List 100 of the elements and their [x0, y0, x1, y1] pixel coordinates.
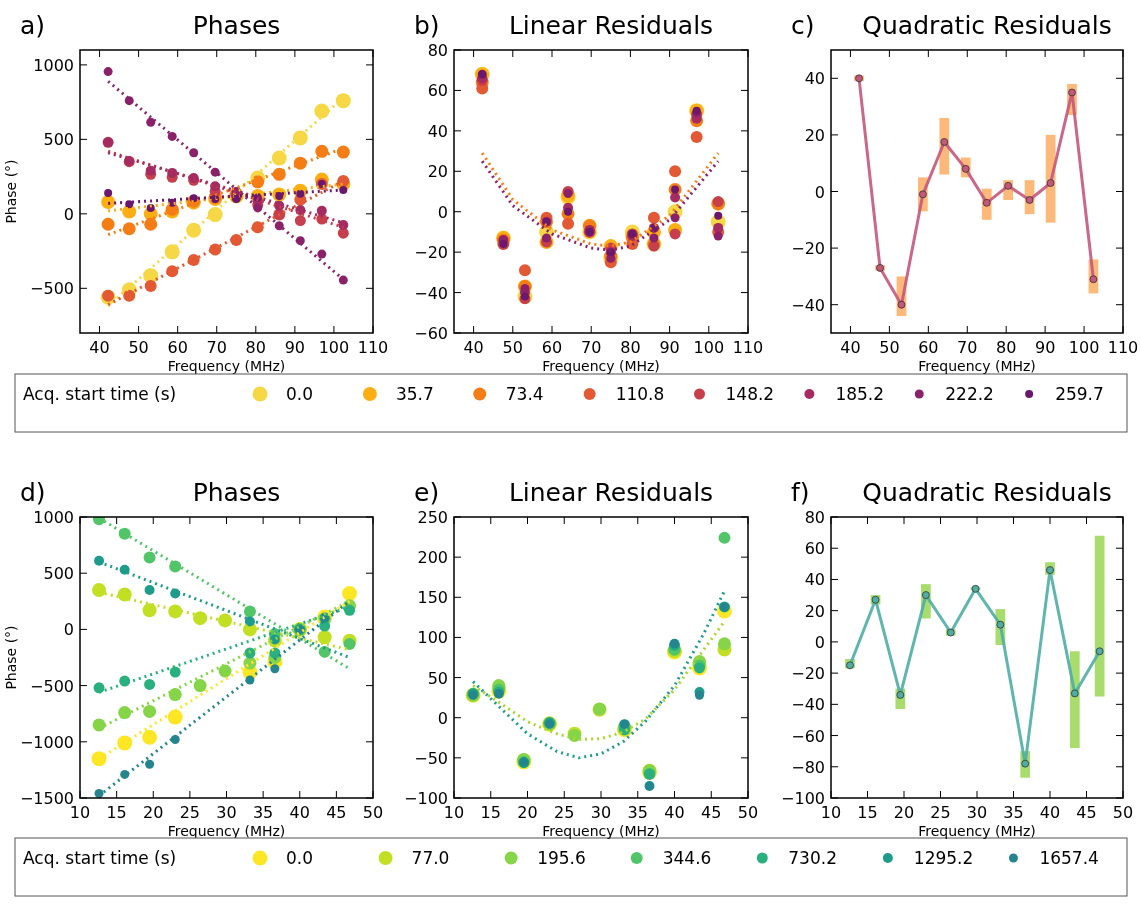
- y-tick-label: 200: [417, 548, 448, 568]
- x-axis-title: Frequency (MHz): [918, 823, 1036, 839]
- x-tick-label: 100: [693, 338, 725, 357]
- y-tick-label: 20: [427, 162, 448, 182]
- legend-label: 195.6: [537, 848, 586, 868]
- legend-title: Acq. start time (s): [23, 848, 177, 868]
- y-tick-label: −500: [30, 279, 74, 299]
- y-tick-label: 80: [804, 508, 825, 527]
- y-tick-label: 60: [427, 81, 448, 101]
- x-tick-label: 15: [106, 803, 127, 822]
- y-tick-label: 0: [63, 204, 74, 224]
- y-tick-label: 1000: [33, 508, 74, 527]
- x-tick-label: 60: [918, 338, 939, 357]
- text: d): [20, 478, 46, 507]
- x-tick-label: 30: [216, 803, 237, 822]
- chart-title: Quadratic Residuals: [862, 478, 1112, 507]
- y-tick-label: 500: [43, 564, 74, 584]
- x-tick-label: 40: [289, 803, 310, 822]
- x-tick-label: 30: [966, 803, 988, 822]
- legend-title: Acq. start time (s): [23, 384, 177, 404]
- y-tick-label: −1000: [19, 732, 74, 752]
- y-tick-label: 50: [427, 668, 448, 688]
- x-axis-title: Frequency (MHz): [542, 358, 660, 374]
- x-tick-label: 70: [957, 338, 978, 357]
- x-tick-label: 50: [879, 338, 900, 357]
- y-tick-label: −40: [414, 283, 448, 303]
- x-tick-label: 90: [284, 338, 306, 357]
- x-tick-label: 100: [1068, 338, 1100, 357]
- x-tick-label: 15: [857, 803, 878, 822]
- y-tick-label: −40: [791, 295, 825, 315]
- chart-title: Phases: [192, 11, 281, 40]
- y-tick-label: −80: [791, 757, 825, 777]
- x-tick-label: 10: [443, 803, 465, 822]
- chart-title: Quadratic Residuals: [862, 11, 1112, 40]
- x-tick-label: 45: [1076, 803, 1097, 822]
- y-tick-label: 150: [417, 588, 448, 608]
- legend-label: 110.8: [615, 384, 665, 404]
- y-tick-label: 100: [417, 628, 448, 648]
- x-tick-label: 50: [737, 803, 759, 822]
- y-tick-label: −60: [414, 324, 448, 343]
- x-tick-label: 110: [1107, 338, 1139, 357]
- x-tick-label: 25: [554, 803, 575, 822]
- y-tick-label: 0: [814, 182, 825, 202]
- x-tick-label: 80: [996, 338, 1017, 357]
- x-axis-title: Frequency (MHz): [542, 823, 660, 839]
- x-tick-label: 40: [89, 338, 110, 357]
- chart-title: Linear Residuals: [508, 11, 714, 40]
- chart-title: Linear Residuals: [508, 478, 714, 507]
- text: e): [414, 478, 440, 507]
- x-tick-label: 15: [480, 803, 501, 822]
- legend-label: 222.2: [945, 384, 994, 404]
- x-tick-label: 35: [1003, 803, 1024, 822]
- y-tick-label: 20: [804, 601, 825, 621]
- legend-label: 344.6: [662, 848, 712, 868]
- x-tick-label: 40: [840, 338, 861, 357]
- y-tick-label: 40: [804, 570, 825, 590]
- legend-label: 148.2: [725, 384, 775, 404]
- x-tick-label: 70: [206, 338, 227, 357]
- x-tick-label: 60: [541, 338, 563, 357]
- y-tick-label: −20: [791, 664, 825, 684]
- y-tick-label: 0: [63, 620, 74, 640]
- text: a): [20, 11, 46, 40]
- x-tick-label: 20: [143, 803, 164, 822]
- y-tick-label: 20: [804, 125, 825, 145]
- x-tick-label: 50: [362, 803, 384, 822]
- x-axis-title: Frequency (MHz): [167, 358, 286, 374]
- legend-label: 185.2: [835, 384, 885, 404]
- legend-label: 73.4: [505, 384, 544, 404]
- x-tick-label: 10: [820, 803, 842, 822]
- x-tick-label: 35: [252, 803, 274, 822]
- x-tick-label: 40: [463, 338, 484, 357]
- x-tick-label: 45: [326, 803, 347, 822]
- y-tick-label: 0: [814, 632, 825, 652]
- y-tick-label: 500: [43, 130, 74, 150]
- x-tick-label: 60: [167, 338, 188, 357]
- y-tick-label: −40: [791, 695, 825, 715]
- x-tick-label: 35: [627, 803, 648, 822]
- x-tick-label: 25: [930, 803, 951, 822]
- x-tick-label: 90: [659, 338, 680, 357]
- x-axis-title: Frequency (MHz): [918, 358, 1036, 374]
- x-tick-label: 20: [517, 803, 538, 822]
- legend-label: 35.7: [395, 384, 434, 404]
- x-tick-label: 25: [179, 803, 201, 822]
- y-tick-label: 40: [427, 121, 448, 141]
- y-axis-title: Phase (°): [3, 625, 19, 690]
- text: c): [791, 11, 815, 40]
- text: b): [414, 11, 440, 40]
- y-tick-label: −500: [30, 676, 74, 696]
- y-tick-label: 1000: [33, 55, 74, 75]
- x-tick-label: 100: [318, 338, 350, 357]
- x-tick-label: 110: [732, 338, 764, 357]
- x-tick-label: 90: [1034, 338, 1056, 357]
- x-tick-label: 50: [502, 338, 523, 357]
- x-tick-label: 30: [590, 803, 612, 822]
- x-tick-label: 40: [664, 803, 685, 822]
- x-axis-title: Frequency (MHz): [167, 823, 286, 839]
- y-tick-label: 0: [437, 708, 448, 728]
- y-tick-label: −20: [414, 243, 448, 263]
- legend-label: 0.0: [286, 384, 314, 404]
- x-tick-label: 50: [128, 338, 149, 357]
